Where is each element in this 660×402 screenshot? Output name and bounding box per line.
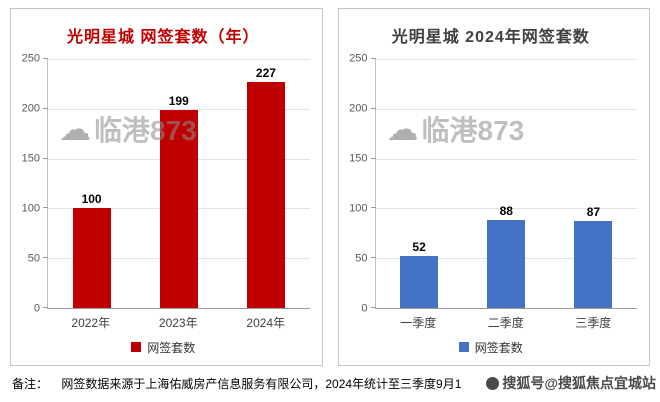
bar-group: 100 <box>48 59 135 308</box>
chart-panel-yearly: 光明星城 网签套数（年） 0 50 100 150 200 250 100 199 227 2… <box>10 8 323 366</box>
y-axis-tickmark <box>43 207 48 209</box>
bar-value-label: 87 <box>586 205 601 220</box>
bar-value-label: 227 <box>255 65 276 80</box>
y-axis-tick-label: 150 <box>349 152 368 165</box>
chart-body: 0 50 100 150 200 250 100 199 227 <box>17 53 310 314</box>
bar-group: 88 <box>463 59 550 308</box>
y-axis-tick-label: 200 <box>21 102 40 115</box>
y-axis-tickmark <box>370 257 376 259</box>
gridline <box>375 59 637 60</box>
bar <box>487 220 526 308</box>
plot-area: 52 88 87 <box>370 58 638 309</box>
chart-body: 0 50 100 150 200 250 52 88 87 <box>345 53 638 314</box>
x-axis-category-label: 三季度 <box>575 315 612 330</box>
charts-row: 光明星城 网签套数（年） 0 50 100 150 200 250 100 199 227 2… <box>10 8 650 366</box>
y-axis-tick-label: 200 <box>349 102 368 115</box>
y-axis-tickmark <box>43 257 48 259</box>
bar-value-label: 100 <box>81 192 102 207</box>
gridline <box>48 108 310 110</box>
legend-label: 网签套数 <box>474 340 523 355</box>
footnote-row: 备注： 网签数据来源于上海佑威房产信息服务有限公司，2024年统计至三季度9月1… <box>0 366 660 393</box>
y-axis-tickmark <box>370 58 376 59</box>
bar-series: 52 88 87 <box>376 59 638 308</box>
gridline <box>375 108 637 110</box>
gridline <box>48 59 310 60</box>
y-axis-tickmark <box>43 307 48 308</box>
legend-swatch <box>131 342 142 352</box>
chart-title: 光明星城 网签套数（年） <box>67 29 260 46</box>
y-axis-tick-label: 100 <box>21 202 40 215</box>
x-axis-category-label: 2024年 <box>246 315 286 330</box>
y-axis-tick-label: 0 <box>33 302 40 315</box>
bar-group: 199 <box>135 59 222 308</box>
bar-value-label: 52 <box>412 240 426 255</box>
y-axis-tickmark <box>43 58 48 59</box>
legend-label: 网签套数 <box>147 340 196 355</box>
bar-group: 87 <box>550 59 637 308</box>
bar-value-label: 88 <box>499 204 513 219</box>
y-axis-tick-label: 100 <box>349 202 368 215</box>
y-axis-tickmark <box>43 157 48 159</box>
x-axis: 2022年 2023年 2024年 <box>47 309 310 335</box>
note-text: 网签数据来源于上海佑威房产信息服务有限公司，2024年统计至三季度9月1 <box>61 377 462 391</box>
sohu-watermark-text: 搜狐号@搜狐焦点宜城站 <box>502 375 656 391</box>
x-axis: 一季度 二季度 三季度 <box>375 309 638 335</box>
y-axis-tickmark <box>43 107 48 109</box>
bar-value-label: 199 <box>168 93 189 108</box>
plot-area: 100 199 227 <box>43 58 310 309</box>
x-axis-category-label: 二季度 <box>487 315 524 330</box>
legend-swatch <box>458 342 469 352</box>
bar <box>72 208 111 308</box>
bar <box>246 81 285 308</box>
gridline <box>375 158 637 160</box>
chart-title: 光明星城 2024年网签套数 <box>391 29 590 46</box>
note-label: 备注： <box>12 377 49 391</box>
bar-group: 227 <box>222 59 309 308</box>
legend: 网签套数 <box>17 335 310 359</box>
y-axis-tickmark <box>370 107 376 109</box>
y-axis: 0 50 100 150 200 250 <box>345 53 375 314</box>
sohu-logo-icon <box>486 376 500 390</box>
y-axis-tick-label: 0 <box>361 302 368 315</box>
bar <box>400 256 439 308</box>
bar-group: 52 <box>376 59 463 308</box>
y-axis-tickmark <box>370 157 376 159</box>
x-axis-category-label: 2022年 <box>71 315 111 330</box>
gridline <box>375 208 637 210</box>
bar-series: 100 199 227 <box>48 59 310 308</box>
y-axis-tick-label: 250 <box>349 52 368 65</box>
x-axis-category-label: 一季度 <box>400 315 437 330</box>
x-axis-category-label: 2023年 <box>158 315 198 330</box>
y-axis: 0 50 100 150 200 250 <box>17 53 47 314</box>
bar <box>159 109 198 308</box>
y-axis-tick-label: 50 <box>355 252 368 265</box>
y-axis-tick-label: 50 <box>27 252 40 265</box>
y-axis-tickmark <box>370 307 376 308</box>
y-axis-tickmark <box>370 207 376 209</box>
legend: 网签套数 <box>345 335 638 359</box>
y-axis-tick-label: 150 <box>21 152 40 165</box>
chart-panel-quarterly: 光明星城 2024年网签套数 0 50 100 150 200 250 52 88 87 一季… <box>337 8 650 366</box>
y-axis-tick-label: 250 <box>21 52 40 65</box>
sohu-watermark: 搜狐号@搜狐焦点宜城站 <box>486 373 656 393</box>
bar <box>574 221 613 308</box>
